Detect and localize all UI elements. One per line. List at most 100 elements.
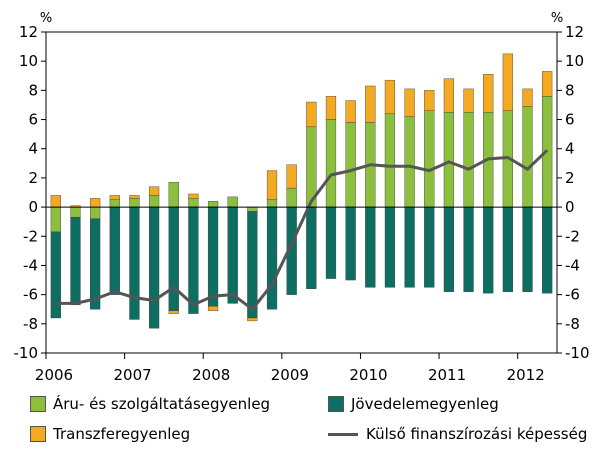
bar-segment-series-0 [50,206,61,233]
bar-segment-series-1 [502,206,513,292]
bar-segment-series-1 [542,206,553,294]
y-tick-label-right: 8 [565,81,575,99]
bar-segment-series-1 [247,211,258,319]
y-tick-label-right: 10 [565,52,584,70]
bar-segment-series-0 [168,182,179,208]
x-tick-label: 2006 [35,366,73,384]
bar-segment-series-0 [227,196,238,208]
line-series [55,149,549,311]
y-tick-label-left: 8 [28,81,38,99]
bar-segment-series-0 [247,206,258,212]
bar-segment-series-1 [50,231,61,319]
bar-segment-series-2 [404,88,415,117]
bar-segment-series-0 [109,199,120,208]
legend-swatch-goods-services [30,396,46,412]
x-tick-label: 2011 [428,366,466,384]
bar-segment-series-0 [90,206,101,219]
bar-segment-series-0 [286,187,297,208]
bar-segment-series-2 [90,198,101,208]
bar-segment-series-0 [443,112,455,208]
y-tick-label-left: -10 [14,344,39,362]
bar-segment-series-0 [404,116,415,208]
bar-segment-series-2 [365,85,376,123]
bar-segment-series-1 [443,206,455,292]
bar-segment-series-1 [109,206,120,295]
bar-segment-series-1 [207,206,219,307]
y-tick-label-right: -2 [565,227,580,245]
x-tick-label: 2008 [192,366,230,384]
bar-segment-series-1 [266,206,278,310]
bar-segment-series-1 [424,206,435,288]
y-tick-label-right: -6 [565,286,580,304]
bar-segment-series-1 [148,206,160,329]
x-tick-label: 2009 [271,366,309,384]
bar-segment-series-1 [463,206,474,292]
y-tick-label-left: 12 [19,23,38,41]
bar-segment-series-2 [384,79,396,114]
bar-segment-series-2 [483,74,494,113]
y-tick-label-right: 12 [565,23,584,41]
bar-segment-series-1 [483,206,494,294]
bar-segment-series-0 [70,206,81,218]
bar-segment-series-1 [522,206,533,292]
bar-segment-series-2 [522,88,533,107]
bar-segment-series-0 [148,195,160,208]
legend-label-external-financing: Külső finanszírozási képesség [366,425,588,443]
y-tick-label-right: -8 [565,315,580,333]
y-tick-label-right: 6 [565,111,575,129]
bar-segment-series-1 [129,206,140,320]
bar-segment-series-1 [404,206,415,288]
bar-segment-series-2 [306,101,317,128]
bar-segment-series-0 [188,198,199,208]
bar-segment-series-0 [522,106,533,208]
bar-segment-series-2 [463,88,474,113]
unit-left: % [40,11,52,26]
y-tick-label-left: 4 [28,140,38,158]
axis-labels: -10 -10 -8 -8 -6 -6 -4 -4 -2 -2 0 0 2 2 4 4 6 6 8 8 10 10 12 12… [14,23,590,384]
x-tick-label: 2012 [507,366,545,384]
y-tick-label-left: -2 [23,227,38,245]
bar-segment-series-1 [384,206,396,288]
y-tick-label-right: 4 [565,140,575,158]
bar-segment-series-1 [70,217,81,306]
bar-segment-series-2 [50,195,61,208]
y-tick-label-left: -6 [23,286,38,304]
y-tick-label-left: 0 [28,198,38,216]
bar-segment-series-0 [325,119,337,208]
bar-segment-series-2 [542,71,553,97]
legend-item-goods-services: Áru- és szolgáltatásegyenleg [30,395,270,413]
bar-segment-series-2 [345,100,356,123]
legend-item-external-financing: Külső finanszírozási képesség [328,425,587,443]
bars [50,53,553,329]
legend-item-transfer: Transzferegyenleg [30,425,190,443]
y-tick-label-right: 2 [565,169,575,187]
plot-frame [45,31,558,354]
legend-label-goods-services: Áru- és szolgáltatásegyenleg [53,395,271,413]
bar-segment-series-0 [345,122,356,208]
y-tick-label-left: 10 [19,52,38,70]
bar-segment-series-2 [129,195,140,199]
bar-segment-series-2 [247,317,258,322]
bar-segment-series-1 [90,218,101,310]
line-external-financing [55,149,549,311]
bar-segment-series-0 [384,113,396,208]
y-tick-label-right: -4 [565,256,580,274]
bar-segment-series-2 [443,78,455,113]
bar-segment-series-2 [424,90,435,111]
bar-segment-series-1 [227,206,238,304]
bar-segment-series-0 [266,199,278,208]
y-tick-label-left: -8 [23,315,38,333]
unit-right: % [551,11,563,26]
legend-swatch-income [328,396,344,412]
bar-segment-series-2 [286,164,297,189]
bar-segment-series-0 [463,112,474,208]
bar-segment-series-2 [148,186,160,196]
bar-segment-series-2 [266,170,278,200]
bar-segment-series-1 [188,206,199,314]
bar-segment-series-1 [306,206,317,290]
bar-segment-series-2 [109,195,120,200]
legend: Áru- és szolgáltatásegyenleg Jövedelemeg… [30,391,604,451]
bar-segment-series-0 [207,201,219,208]
bar-segment-series-2 [188,193,199,199]
